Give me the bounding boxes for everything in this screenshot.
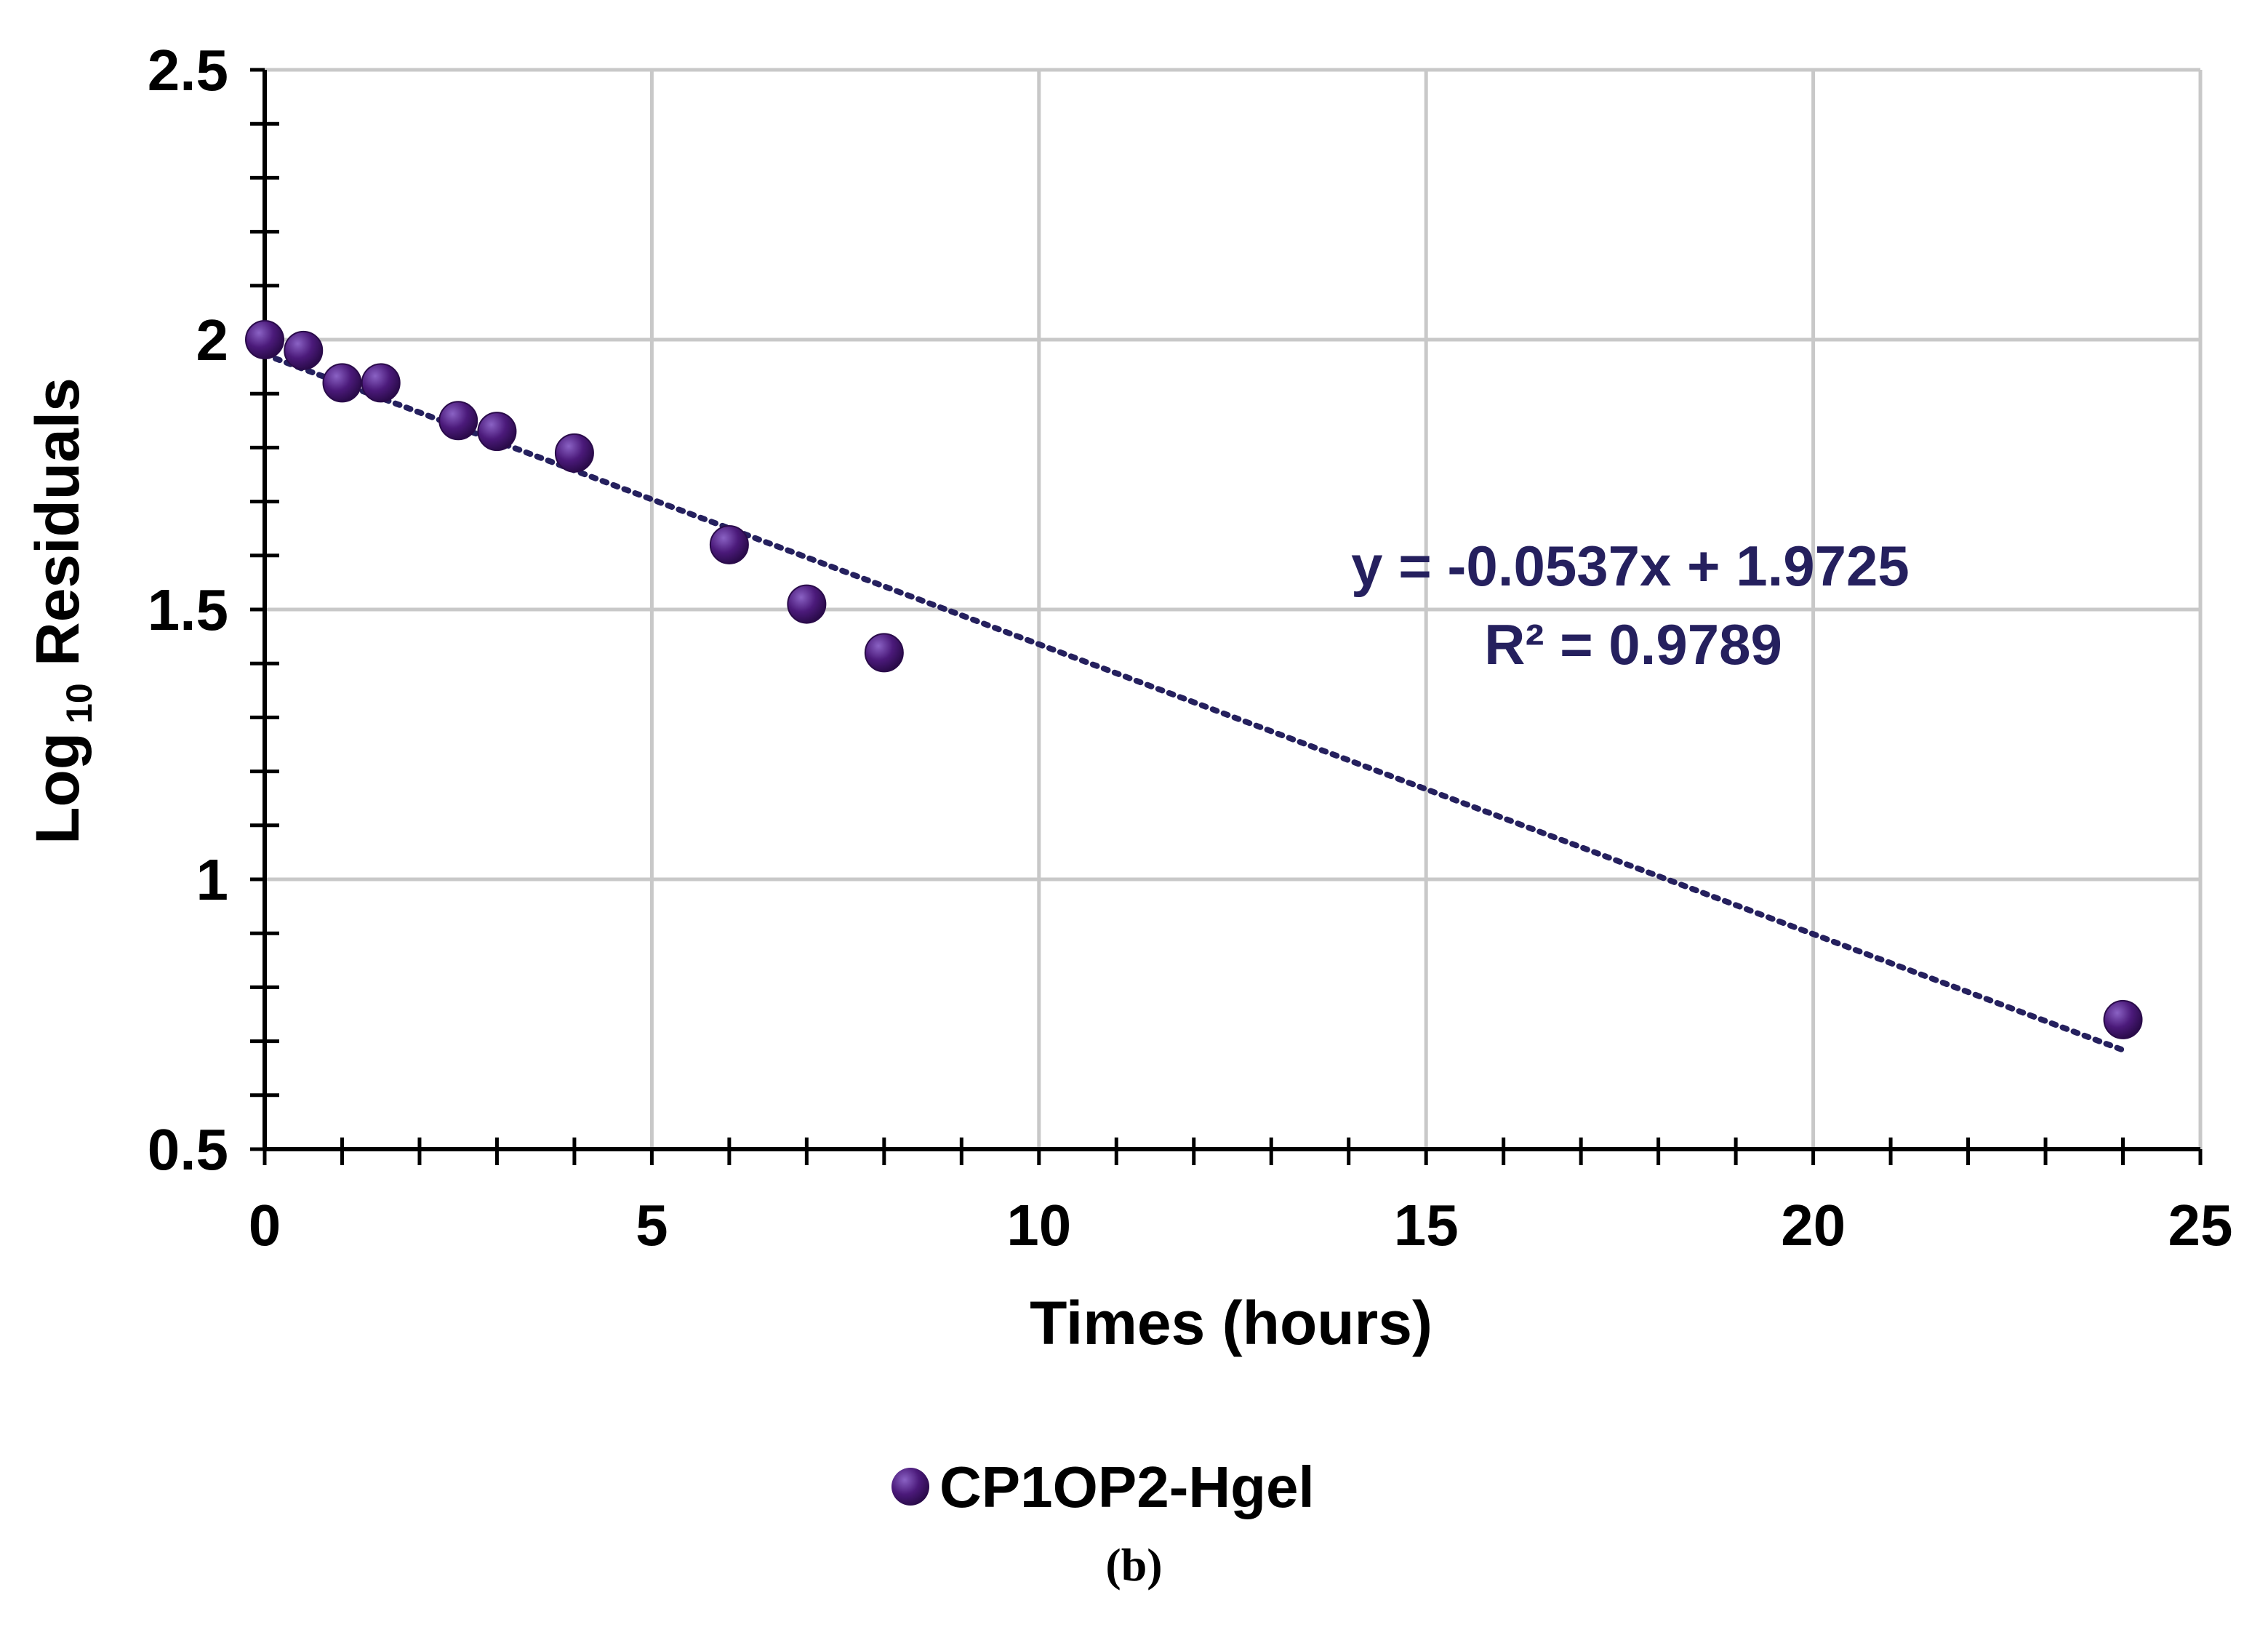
y-tick-label: 2: [196, 308, 229, 372]
trendline: [262, 351, 2126, 1053]
x-tick-label: 20: [1781, 1193, 1846, 1258]
data-point: [477, 412, 517, 452]
y-tick-label: 2.5: [148, 38, 228, 103]
y-axis-label-subscript: 10: [59, 683, 100, 724]
data-point: [284, 330, 324, 370]
data-points: [245, 320, 2143, 1039]
data-point: [2103, 999, 2143, 1039]
data-point: [554, 433, 594, 473]
trendline-equation: y = -0.0537x + 1.9725: [1351, 534, 1910, 598]
trendline-r-squared: R² = 0.9789: [1484, 612, 1782, 676]
x-tick-label: 25: [2168, 1193, 2233, 1258]
axes: 0.5 1 1.5 2 2.5 0 5 10 15 20 25: [148, 38, 2233, 1258]
y-axis-label: Log 10 Residuals: [23, 377, 100, 844]
x-tick-label: 10: [1006, 1193, 1071, 1258]
x-axis-label: Times (hours): [1030, 1289, 1432, 1357]
data-point: [322, 363, 362, 403]
data-point: [709, 524, 749, 564]
labels: Times (hours) Log10 Residuals y = -0.053…: [23, 377, 1910, 1519]
y-tick-label: 1.5: [148, 577, 228, 642]
y-tick-label: 1: [196, 847, 229, 912]
x-tick-label: 15: [1394, 1193, 1459, 1258]
x-tick-label: 0: [249, 1193, 281, 1258]
y-tick-label: 0.5: [148, 1117, 228, 1182]
data-point: [361, 363, 401, 403]
legend-label: CP1OP2-Hgel: [939, 1455, 1315, 1519]
x-tick-label: 5: [636, 1193, 668, 1258]
grid-lines: [265, 68, 2203, 1149]
trendline-layer: [262, 351, 2126, 1053]
data-point: [245, 320, 284, 359]
y-axis-label-tail: Residuals: [23, 377, 92, 683]
data-point: [787, 584, 827, 624]
legend-marker: [891, 1468, 929, 1506]
figure-caption: (b): [1105, 1539, 1163, 1591]
data-point: [438, 401, 478, 441]
y-axis-label-main: Log: [23, 732, 92, 844]
data-point: [864, 633, 904, 673]
